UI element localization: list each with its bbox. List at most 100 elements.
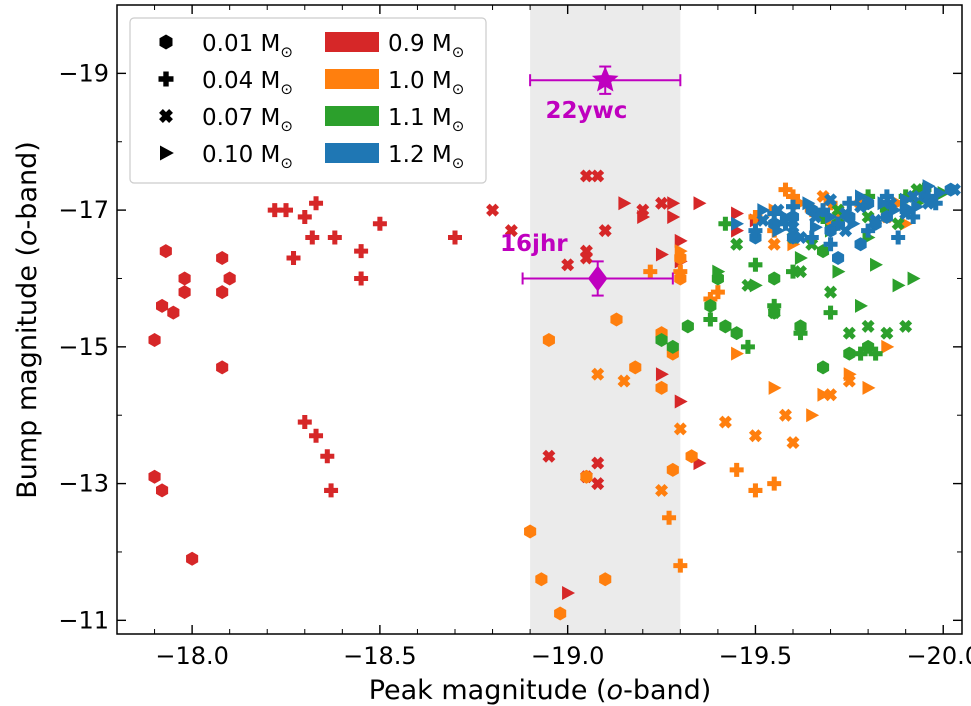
legend-label-subscript: ⊙ [452, 43, 465, 61]
data-point-plus [891, 230, 906, 245]
data-point-triangle-right [768, 380, 782, 395]
data-point-x [718, 415, 732, 429]
data-point-hexagon [704, 298, 717, 313]
data-point-x [824, 388, 838, 402]
data-point-plus [767, 476, 782, 491]
data-point-x [673, 422, 687, 436]
data-point-hexagon [843, 346, 856, 361]
data-point-triangle-right [824, 209, 838, 224]
data-point-plus [324, 483, 339, 498]
data-point-x [809, 210, 823, 224]
data-point-triangle-right [933, 186, 947, 201]
data-point-plus [786, 189, 800, 204]
data-point-triangle-right [900, 192, 914, 207]
legend-marker-triangle-right [160, 145, 174, 161]
data-point-x [891, 217, 905, 231]
data-point-plus [703, 312, 718, 327]
data-point-triangle-right [667, 196, 681, 211]
data-point-hexagon [824, 223, 837, 238]
data-point-plus [372, 216, 387, 231]
legend: 0.01 M⊙ 0.04 M⊙ 0.07 M⊙ 0.10 M⊙ 0.9 M⊙ 1.0 M⊙… [129, 17, 487, 184]
data-point-plus [305, 230, 320, 245]
data-point-triangle-right [888, 203, 902, 218]
data-point-hexagon [730, 326, 743, 341]
data-point-triangle-right [862, 380, 876, 395]
legend-color-swatch [325, 69, 379, 89]
data-point-triangle-right [731, 216, 745, 231]
data-point-hexagon [862, 339, 875, 354]
data-point-plus [786, 264, 800, 279]
y-tick-label: −15 [58, 333, 109, 361]
data-point-plus [309, 428, 324, 443]
data-point-plus [778, 216, 793, 231]
data-point-plus [793, 326, 808, 341]
data-point-x [591, 456, 605, 470]
data-point-triangle-right [693, 196, 707, 211]
data-point-plus [673, 558, 688, 573]
data-point-plus [823, 305, 838, 320]
shaded-band [530, 5, 681, 634]
data-point-triangle-right [757, 203, 771, 218]
data-point-plus [309, 196, 324, 211]
x-axis-label: Peak magnitude (o-band) [369, 675, 712, 706]
legend-label-subscript: ⊙ [280, 80, 293, 98]
data-point-plus [673, 264, 688, 279]
data-point-hexagon [666, 462, 679, 477]
data-point-plus [448, 230, 462, 245]
data-point-plus [354, 244, 369, 259]
data-point-hexagon [786, 209, 800, 224]
data-point-x [579, 169, 593, 183]
legend-label: 0.10 M⊙ [202, 142, 293, 172]
data-point-hexagon [862, 196, 875, 211]
data-point-plus [748, 483, 763, 498]
data-point-x [921, 196, 935, 210]
data-point-triangle-right [806, 408, 820, 423]
legend-box [129, 17, 487, 184]
data-point-triangle-right [674, 394, 688, 409]
data-point-hexagon [854, 237, 867, 252]
data-point-triangle-right [911, 199, 925, 214]
data-point-x [655, 483, 669, 497]
data-point-triangle-right [832, 264, 846, 279]
legend-color-swatch [325, 143, 379, 163]
legend-label-subscript: ⊙ [452, 80, 465, 98]
data-point-plus [710, 285, 725, 300]
data-point-plus [740, 339, 755, 354]
legend-label: 1.1 M⊙ [388, 105, 464, 135]
data-point-hexagon [719, 319, 732, 334]
data-point-triangle-right [870, 257, 883, 272]
data-point-x [591, 477, 605, 491]
data-point-triangle-right [881, 339, 895, 354]
data-point-triangle-right [779, 209, 793, 224]
data-point-x [899, 207, 913, 221]
legend-marker-x [159, 109, 173, 123]
data-point-triangle-right [817, 387, 831, 402]
legend-color-swatch [325, 32, 379, 52]
data-point-triangle-right [655, 247, 669, 262]
data-point-hexagon [216, 250, 229, 265]
data-point-x [561, 258, 575, 272]
data-point-plus [279, 203, 293, 218]
x-tick-label: −18.5 [343, 642, 417, 670]
data-point-x [869, 213, 883, 227]
data-point-triangle-right [847, 216, 861, 231]
y-tick-label: −13 [58, 470, 109, 498]
data-point-triangle-right [855, 298, 868, 313]
data-point-plus [906, 209, 921, 224]
data-point-x [824, 193, 838, 207]
data-point-triangle-right [731, 206, 745, 221]
data-point-plus [327, 230, 342, 245]
observation-label-16jhr: 16jhr [500, 231, 568, 257]
observation-label-22ywc: 22ywc [545, 98, 627, 124]
data-point-x [854, 200, 868, 214]
data-point-hexagon [554, 606, 567, 621]
data-point-plus [786, 199, 800, 214]
y-tick-label: −11 [58, 606, 109, 634]
legend-marker-plus [158, 71, 174, 87]
data-point-x [756, 213, 770, 227]
data-point-triangle-right [667, 209, 681, 224]
data-point-x [794, 230, 807, 244]
observation-22ywc-marker [591, 66, 619, 92]
data-point-hexagon [816, 244, 830, 259]
x-tick-label: −19.0 [531, 642, 605, 670]
